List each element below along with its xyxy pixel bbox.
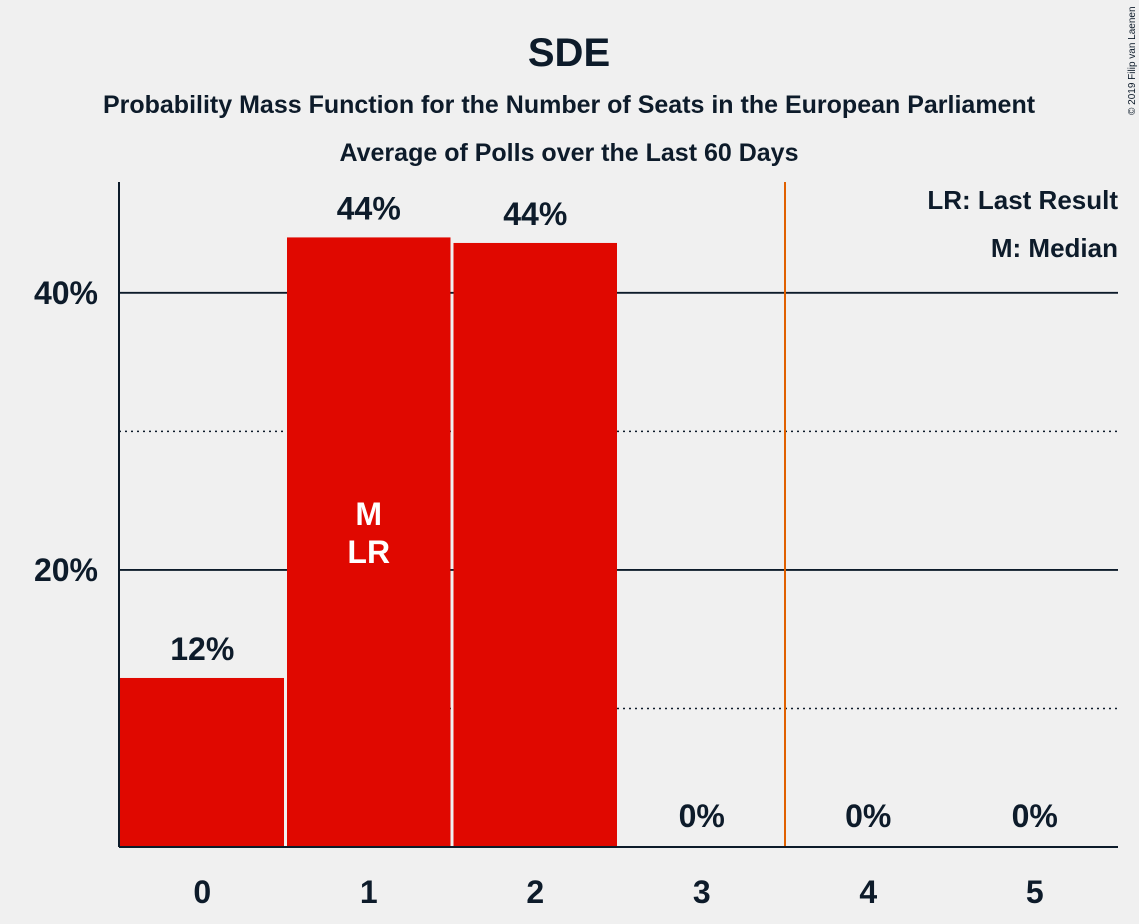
- bar: [119, 677, 284, 847]
- chart-title: SDE: [528, 31, 610, 75]
- legend-last-result: LR: Last Result: [927, 185, 1118, 215]
- x-tick-label: 5: [1026, 874, 1044, 910]
- copyright-note: © 2019 Filip van Laenen: [1127, 6, 1138, 115]
- x-tick-label: 2: [526, 874, 544, 910]
- bar: [453, 242, 617, 848]
- median-marker-label: M: [355, 496, 382, 532]
- bar-value-label: 44%: [503, 196, 567, 232]
- x-tick-label: 0: [193, 874, 211, 910]
- bar-value-label: 0%: [845, 798, 891, 834]
- bar-value-label: 44%: [337, 190, 401, 226]
- y-tick-label: 20%: [34, 552, 98, 588]
- bar-value-label: 12%: [170, 631, 234, 667]
- x-tick-label: 1: [360, 874, 378, 910]
- gridlines: [119, 291, 1118, 710]
- last-result-marker-label: LR: [347, 534, 390, 570]
- y-tick-label: 40%: [34, 275, 98, 311]
- axes: [118, 182, 1118, 848]
- chart-subtitle-2: Average of Polls over the Last 60 Days: [340, 139, 799, 167]
- bars: [119, 237, 617, 848]
- x-tick-label: 3: [693, 874, 711, 910]
- bar: [287, 237, 451, 847]
- bar-value-label: 0%: [1012, 798, 1058, 834]
- legend-median: M: Median: [991, 233, 1118, 263]
- x-tick-label: 4: [859, 874, 877, 910]
- chart-subtitle: Probability Mass Function for the Number…: [103, 91, 1036, 119]
- bar-value-label: 0%: [679, 798, 725, 834]
